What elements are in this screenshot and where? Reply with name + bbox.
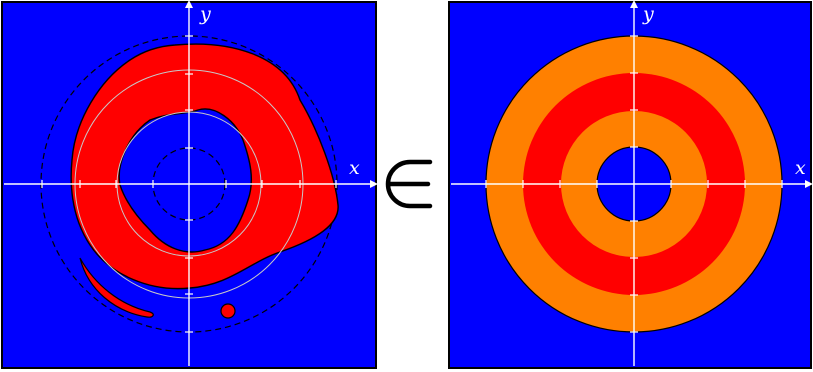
- element-of-symbol: [385, 159, 433, 209]
- right-y-axis-label: y: [642, 3, 654, 25]
- element-of-symbol-group: ∈: [378, 148, 434, 222]
- left-dot-fragment: [220, 303, 236, 319]
- right-panel: x y: [448, 0, 813, 369]
- left-y-ticks: [185, 35, 193, 333]
- left-crescent-fragment: [79, 257, 154, 318]
- left-x-axis-label: x: [349, 157, 360, 179]
- right-y-ticks: [630, 35, 638, 333]
- right-x-ticks: [485, 180, 783, 188]
- right-x-axis-label: x: [795, 157, 806, 179]
- left-panel: x y: [1, 0, 378, 369]
- left-x-ticks: [41, 180, 337, 188]
- left-y-axis-label: y: [199, 3, 211, 25]
- element-of-symbol-text: ∈: [378, 148, 434, 222]
